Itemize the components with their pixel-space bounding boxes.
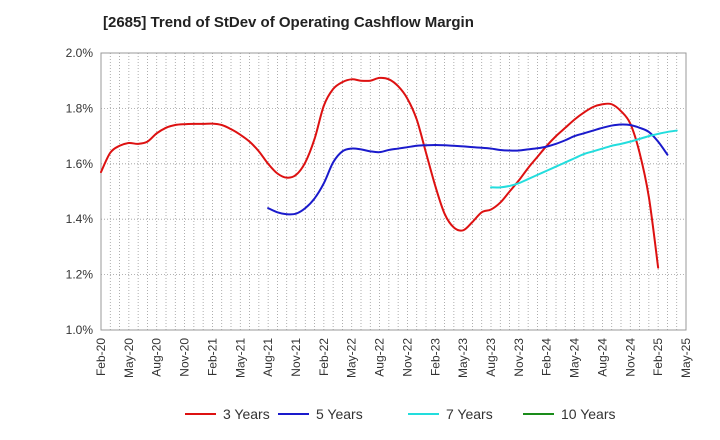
x-tick-label: Feb-24 bbox=[540, 338, 554, 376]
x-tick-label: Feb-21 bbox=[205, 338, 219, 376]
x-tick-label: Feb-25 bbox=[651, 338, 665, 376]
grid-layer bbox=[100, 52, 687, 331]
x-tick-label: Aug-21 bbox=[261, 338, 275, 377]
x-tick-label: May-25 bbox=[679, 338, 693, 378]
y-tick-label: 1.2% bbox=[66, 268, 94, 282]
x-tick-label: May-20 bbox=[122, 338, 136, 378]
x-tick-label: Nov-24 bbox=[623, 338, 637, 377]
plot-border bbox=[100, 52, 687, 331]
legend-label: 10 Years bbox=[561, 406, 616, 422]
legend-label: 7 Years bbox=[446, 406, 493, 422]
y-tick-label: 1.0% bbox=[66, 323, 94, 337]
legend-label: 3 Years bbox=[223, 406, 270, 422]
x-tick-label: Feb-22 bbox=[317, 338, 331, 376]
x-tick-label: May-24 bbox=[568, 338, 582, 378]
x-tick-label: Nov-21 bbox=[289, 338, 303, 377]
x-tick-label: Aug-23 bbox=[484, 338, 498, 377]
x-tick-label: Feb-23 bbox=[428, 338, 442, 376]
y-tick-label: 2.0% bbox=[66, 46, 94, 60]
x-tick-label: Nov-23 bbox=[512, 338, 526, 377]
axis-layer: 1.0% 1.2% 1.4% 1.6% 1.8% 2.0% Feb-20 May-20 Aug-… bbox=[66, 46, 693, 378]
series-layer bbox=[100, 76, 678, 269]
x-tick-label: Aug-22 bbox=[373, 338, 387, 377]
x-tick-label: Aug-24 bbox=[595, 338, 609, 377]
series-line-3-years bbox=[100, 76, 660, 269]
x-tick-label: Nov-22 bbox=[400, 338, 414, 377]
series-line-5-years bbox=[267, 123, 669, 216]
x-tick-label: May-21 bbox=[233, 338, 247, 378]
y-tick-label: 1.6% bbox=[66, 157, 94, 171]
x-tick-label: Nov-20 bbox=[178, 338, 192, 377]
x-tick-label: Aug-20 bbox=[150, 338, 164, 377]
legend-label: 5 Years bbox=[316, 406, 363, 422]
chart-title: [2685] Trend of StDev of Operating Cashf… bbox=[103, 14, 474, 31]
x-tick-label: May-23 bbox=[456, 338, 470, 378]
x-tick-label: May-22 bbox=[345, 338, 359, 378]
y-tick-label: 1.8% bbox=[66, 101, 94, 115]
legend-layer: 3 Years 5 Years 7 Years 10 Years bbox=[185, 406, 616, 422]
y-tick-label: 1.4% bbox=[66, 212, 94, 226]
x-tick-label: Feb-20 bbox=[94, 338, 108, 376]
series-line-7-years bbox=[490, 129, 678, 189]
